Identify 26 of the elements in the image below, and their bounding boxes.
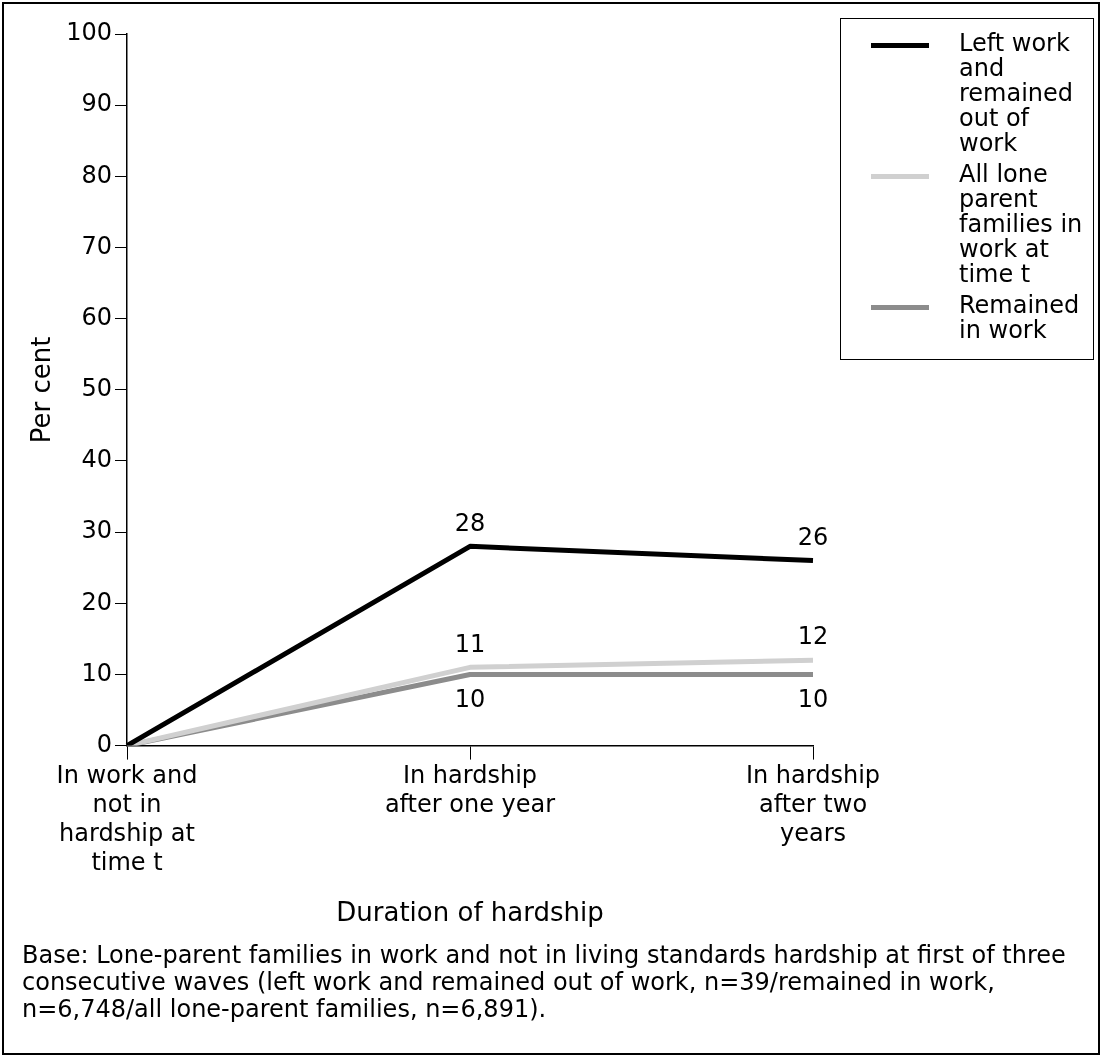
x-axis-title: Duration of hardship: [336, 897, 604, 928]
y-tick-label: 30: [81, 516, 113, 545]
y-tick-label: 70: [81, 231, 113, 260]
data-label: 10: [454, 684, 486, 713]
text: Base: Lone-parent families in work and not in living standards hardship at first of three consecutive waves (left work and remained out of work, n=39/remained in work, n=6,748/all lone-parent families, n=6,891).: [22, 941, 1067, 1023]
y-tick-label: 0: [96, 729, 113, 758]
y-axis-title: Per cent: [26, 336, 57, 444]
y-tick-label: 80: [81, 160, 113, 189]
data-label: 10: [797, 684, 829, 713]
x-tick-label: In work and not in hardship at time t: [56, 761, 198, 876]
y-tick-label: 60: [81, 302, 113, 331]
x-tick-label: In hardship after one year: [384, 761, 556, 819]
y-tick-label: 20: [81, 587, 113, 616]
data-label: 11: [454, 629, 486, 658]
y-tick-label: 40: [81, 445, 113, 474]
legend-label: Left work and remained out of work: [959, 29, 1075, 157]
x-tick-label: In hardship after two years: [745, 761, 881, 847]
data-label: 26: [797, 522, 829, 551]
y-tick-label: 100: [66, 18, 113, 47]
data-label: 28: [454, 508, 486, 537]
y-tick-label: 10: [81, 658, 113, 687]
legend-label: Remained in work: [959, 291, 1081, 344]
legend-label: All lone parent families in work at time t: [959, 160, 1084, 288]
y-tick-label: 50: [81, 374, 113, 403]
y-tick-label: 90: [81, 89, 113, 118]
data-label: 12: [797, 622, 829, 651]
